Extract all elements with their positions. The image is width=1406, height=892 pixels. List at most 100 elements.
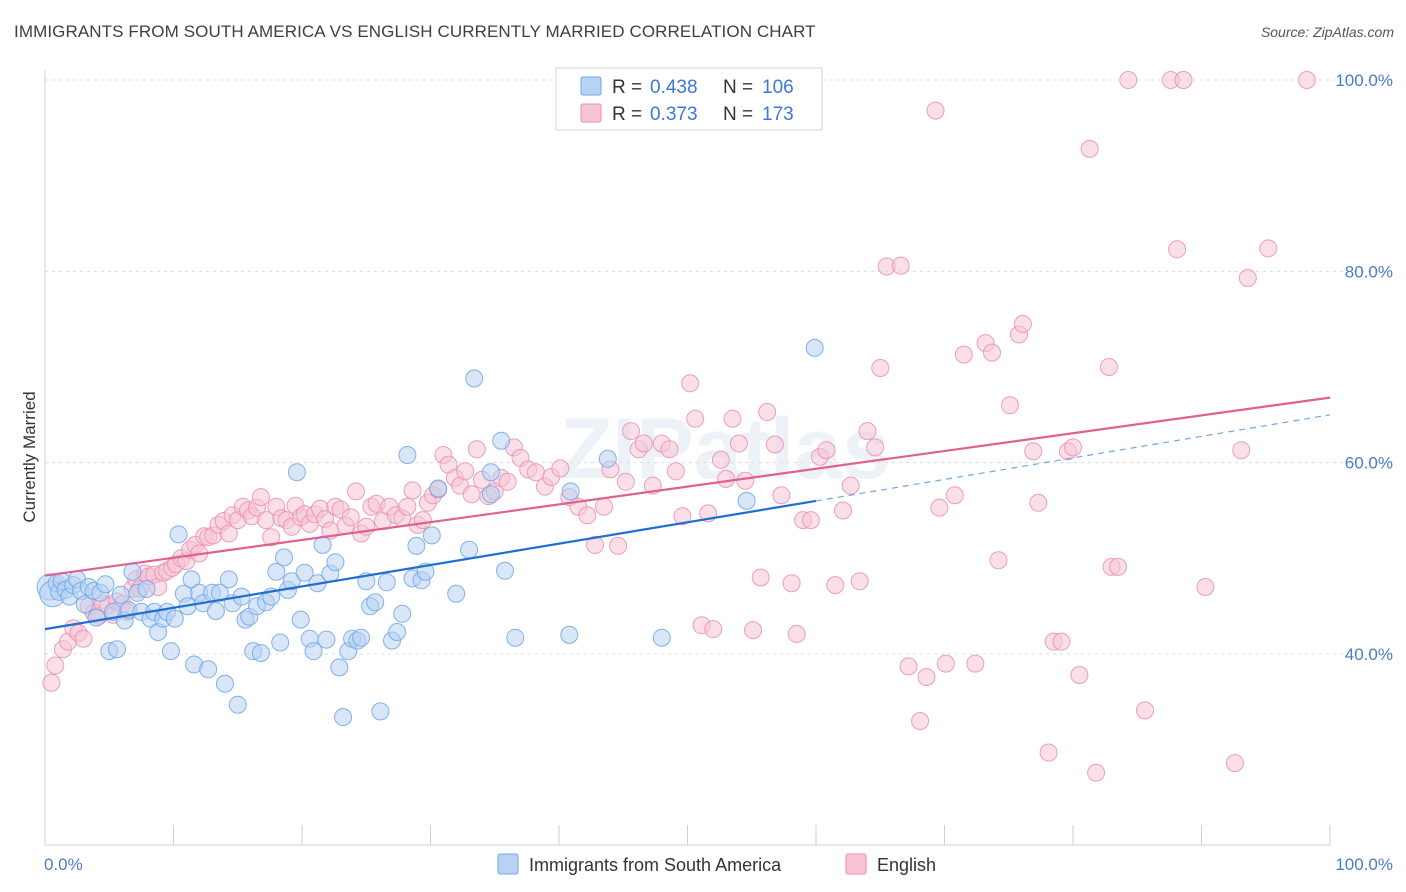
point-english (744, 621, 762, 640)
bottom-legend-swatch-pink (845, 853, 867, 875)
point-immigrants (352, 628, 371, 647)
point-english (911, 712, 930, 730)
point-immigrants (398, 446, 417, 464)
y-tick-label: 80.0% (1345, 262, 1393, 281)
point-immigrants (206, 602, 225, 620)
point-immigrants (492, 431, 511, 450)
point-english (1232, 441, 1251, 460)
point-english (1174, 71, 1193, 89)
point-english (251, 488, 270, 507)
point-immigrants (447, 584, 466, 603)
point-immigrants (304, 642, 323, 661)
point-immigrants (560, 625, 579, 644)
point-immigrants (737, 491, 756, 510)
y-tick-label: 100.0% (1335, 71, 1393, 90)
point-immigrants (429, 479, 448, 498)
point-english (262, 528, 281, 547)
point-english (347, 482, 365, 501)
point-immigrants (496, 561, 514, 580)
point-english (467, 440, 486, 459)
point-english (74, 629, 93, 648)
trend-lines (44, 396, 1331, 631)
point-immigrants (388, 623, 407, 641)
point-english (966, 654, 985, 673)
point-english (1052, 632, 1071, 651)
point-immigrants (182, 570, 201, 589)
point-immigrants (652, 628, 671, 647)
legend-box: R = 0.438 N = 106 R = 0.373 N = 173 (555, 67, 823, 131)
point-immigrants (111, 585, 130, 604)
x-tick-label: 0.0% (44, 855, 83, 874)
point-english (729, 434, 748, 453)
y-tick-label: 60.0% (1345, 454, 1393, 473)
point-english (398, 497, 417, 516)
point-immigrants (317, 630, 336, 649)
point-english (666, 462, 685, 481)
point-immigrants (251, 644, 270, 662)
chart-title: IMMIGRANTS FROM SOUTH AMERICA VS ENGLISH… (14, 22, 816, 41)
axes (44, 70, 1331, 846)
point-english (660, 440, 679, 459)
point-english (1087, 763, 1106, 782)
point-immigrants (481, 485, 500, 504)
point-immigrants (422, 526, 441, 545)
point-immigrants (291, 610, 310, 629)
point-english (936, 654, 955, 673)
point-immigrants (481, 463, 500, 482)
point-immigrants (330, 658, 349, 677)
point-english (1100, 358, 1118, 376)
point-english (578, 506, 597, 525)
y-axis-title: Currently Married (20, 391, 39, 522)
legend-r-label: R = (612, 77, 642, 98)
point-english (341, 508, 360, 527)
y-tick-label: 40.0% (1345, 645, 1393, 664)
point-immigrants (275, 548, 293, 567)
point-english (634, 434, 653, 453)
point-english (1001, 396, 1019, 415)
point-english (736, 471, 755, 490)
point-immigrants (210, 583, 229, 602)
point-english (498, 472, 517, 491)
x-tick-label: 100.0% (1335, 855, 1393, 874)
trend-line-immigrants (44, 499, 817, 631)
bottom-legend: Immigrants from South America English (497, 853, 936, 875)
point-english (1136, 701, 1154, 720)
point-english (1259, 239, 1278, 258)
bottom-legend-label: English (877, 855, 936, 875)
point-english (551, 459, 570, 478)
point-english (42, 673, 61, 692)
legend-n-value: 106 (762, 77, 794, 98)
point-immigrants (96, 575, 115, 594)
point-english (866, 438, 885, 457)
point-english (850, 572, 869, 591)
point-english (945, 486, 964, 505)
legend-swatch-pink (580, 103, 602, 123)
point-immigrants (295, 563, 314, 582)
bottom-legend-label: Immigrants from South America (529, 855, 782, 875)
point-english (1238, 269, 1257, 287)
point-english (801, 511, 820, 530)
point-english (717, 469, 736, 488)
point-english (1029, 493, 1048, 512)
point-english (1225, 754, 1244, 773)
point-immigrants (215, 674, 234, 693)
point-english (834, 501, 852, 520)
legend-r-value: 0.438 (650, 77, 698, 98)
point-english (686, 409, 705, 428)
point-immigrants (465, 369, 484, 388)
point-immigrants (377, 573, 396, 592)
point-english (1013, 315, 1032, 333)
point-english (983, 343, 1001, 362)
point-immigrants (75, 595, 94, 614)
grid-lines (45, 79, 1395, 655)
point-english (772, 486, 791, 505)
point-english (917, 668, 936, 686)
point-english (1070, 666, 1089, 684)
point-english (595, 497, 613, 516)
point-english (1109, 557, 1127, 576)
data-points (36, 71, 1316, 782)
point-immigrants (108, 640, 126, 659)
trend-line-english (44, 396, 1331, 577)
point-english (403, 481, 422, 500)
